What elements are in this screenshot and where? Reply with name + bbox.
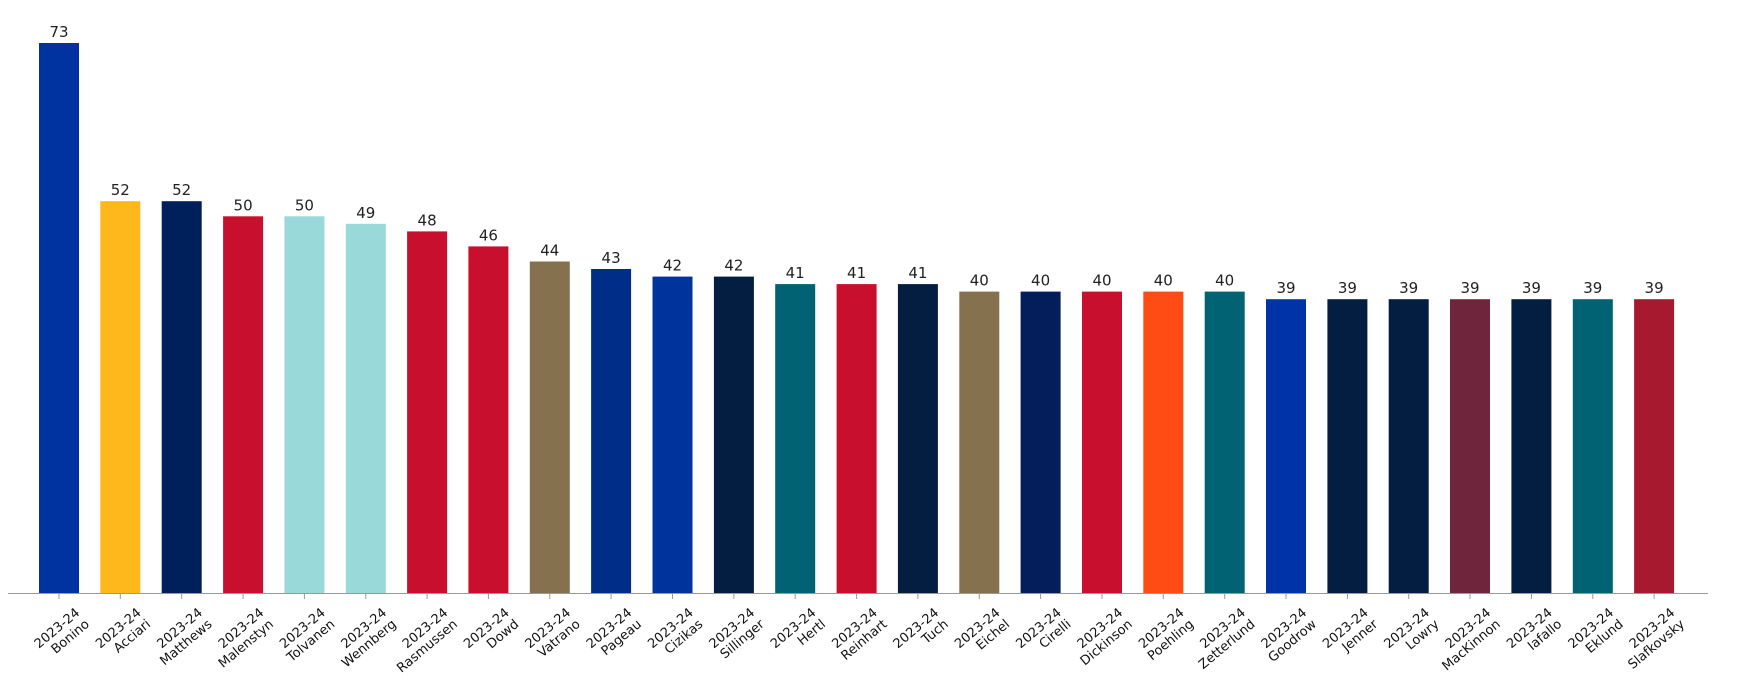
bar-zetterlund xyxy=(1204,291,1245,593)
value-label: 40 xyxy=(1215,272,1234,290)
x-tick-label: 2023-24Malenstyn xyxy=(206,606,276,672)
bar-dickinson xyxy=(1082,291,1122,593)
x-tick-label: 2023-24Goodrow xyxy=(1256,605,1320,665)
bar-vatrano xyxy=(529,261,570,593)
bar-acciari xyxy=(100,201,141,593)
value-label: 39 xyxy=(1460,279,1479,297)
bar-rasmussen xyxy=(407,231,448,593)
bar-reinhart xyxy=(836,284,877,593)
bar-bonino xyxy=(39,43,79,593)
x-tick-label: 2023-24Slafkovsky xyxy=(1616,605,1688,672)
bar-tuch xyxy=(897,284,938,593)
value-label: 42 xyxy=(663,257,682,275)
value-label: 50 xyxy=(234,196,253,214)
x-tick-label: 2023-24Jenner xyxy=(1320,605,1381,663)
x-tick-label: 2023-24Dickinson xyxy=(1068,606,1136,670)
x-tick-label: 2023-24Eichel xyxy=(952,606,1013,664)
x-tick-label: 2023-24Wennberg xyxy=(330,606,400,671)
bar-hertl xyxy=(775,284,816,593)
x-tick-label: 2023-24Cirelli xyxy=(1013,606,1074,664)
bar-eklund xyxy=(1572,299,1613,593)
bar-eichel xyxy=(959,291,1000,593)
bar-poehling xyxy=(1143,291,1184,593)
bar-mackinnon xyxy=(1450,299,1490,593)
value-label: 39 xyxy=(1338,279,1357,297)
x-tick-label: 2023-24Acciari xyxy=(93,606,154,664)
value-label: 43 xyxy=(602,249,621,267)
bar-dowd xyxy=(468,246,509,593)
x-tick-label: 2023-24Vatrano xyxy=(523,606,584,664)
value-label: 40 xyxy=(1031,272,1050,290)
x-tick-label: 2023-24Poehling xyxy=(1135,606,1197,664)
x-tick-label: 2023-24Hertl xyxy=(768,606,829,664)
value-label: 44 xyxy=(540,242,559,260)
x-tick-label: 2023-24Iafallo xyxy=(1504,606,1565,664)
value-label: 41 xyxy=(847,264,866,282)
value-label: 39 xyxy=(1522,279,1541,297)
value-label: 39 xyxy=(1583,279,1602,297)
x-tick-label: 2023-24Matthews xyxy=(148,605,216,669)
value-label: 73 xyxy=(49,23,68,41)
x-tick-label: 2023-24Eklund xyxy=(1566,606,1627,664)
value-label: 46 xyxy=(479,226,498,244)
bar-cirelli xyxy=(1020,291,1061,593)
x-tick-label: 2023-24Rasmussen xyxy=(385,606,461,676)
bar-malenstyn xyxy=(223,216,264,594)
value-label: 52 xyxy=(111,181,130,199)
bar-jenner xyxy=(1327,299,1368,593)
bar-wennberg xyxy=(345,223,386,594)
x-tick-label: 2023-24Dowd xyxy=(461,606,522,664)
value-label: 40 xyxy=(1154,272,1173,290)
bar-cizikas xyxy=(652,276,693,593)
value-label: 48 xyxy=(418,211,437,229)
value-label: 39 xyxy=(1399,279,1418,297)
bar-slafkovsky xyxy=(1634,299,1675,593)
x-ticks-group xyxy=(58,593,1655,599)
x-tick-label: 2023-24Zetterlund xyxy=(1186,606,1258,673)
x-tick-label: 2023-24Tuch xyxy=(891,606,952,664)
value-label: 40 xyxy=(970,272,989,290)
value-label: 40 xyxy=(1092,272,1111,290)
value-label: 41 xyxy=(908,264,927,282)
bar-iafallo xyxy=(1511,299,1552,593)
bar-pageau xyxy=(591,269,632,593)
value-labels-group: 73 52 52 50 50 49 48 46 44 43 42 42 41 41 41 40 40 40 40 40… xyxy=(49,23,1663,297)
x-tick-label: 2023-24Pageau xyxy=(584,606,645,664)
bars-group xyxy=(39,43,1675,594)
value-label: 52 xyxy=(172,181,191,199)
value-label: 39 xyxy=(1276,279,1295,297)
x-tick-label: 2023-24Tolvanen xyxy=(274,606,338,667)
x-tick-label: 2023-24Sillinger xyxy=(707,605,768,663)
x-tick-label: 2023-24Bonino xyxy=(32,606,93,664)
x-tick-label: 2023-24MacKinnon xyxy=(1430,606,1504,675)
bar-goodrow xyxy=(1266,299,1306,593)
bar-sillinger xyxy=(713,276,754,593)
x-tick-labels-group: 2023-24Bonino 2023-24Acciari 2023-24Matthe… xyxy=(32,605,1688,676)
x-tick-label: 2023-24Reinhart xyxy=(829,606,890,664)
x-tick-label: 2023-24Cizikas xyxy=(645,605,706,663)
x-tick-label: 2023-24Lowry xyxy=(1382,605,1443,663)
bar-lowry xyxy=(1388,299,1429,593)
bar-matthews xyxy=(161,201,202,593)
value-label: 50 xyxy=(295,196,314,214)
value-label: 42 xyxy=(724,257,743,275)
bar-tolvanen xyxy=(284,216,325,594)
value-label: 39 xyxy=(1645,279,1664,297)
value-label: 41 xyxy=(786,264,805,282)
value-label: 49 xyxy=(356,204,375,222)
